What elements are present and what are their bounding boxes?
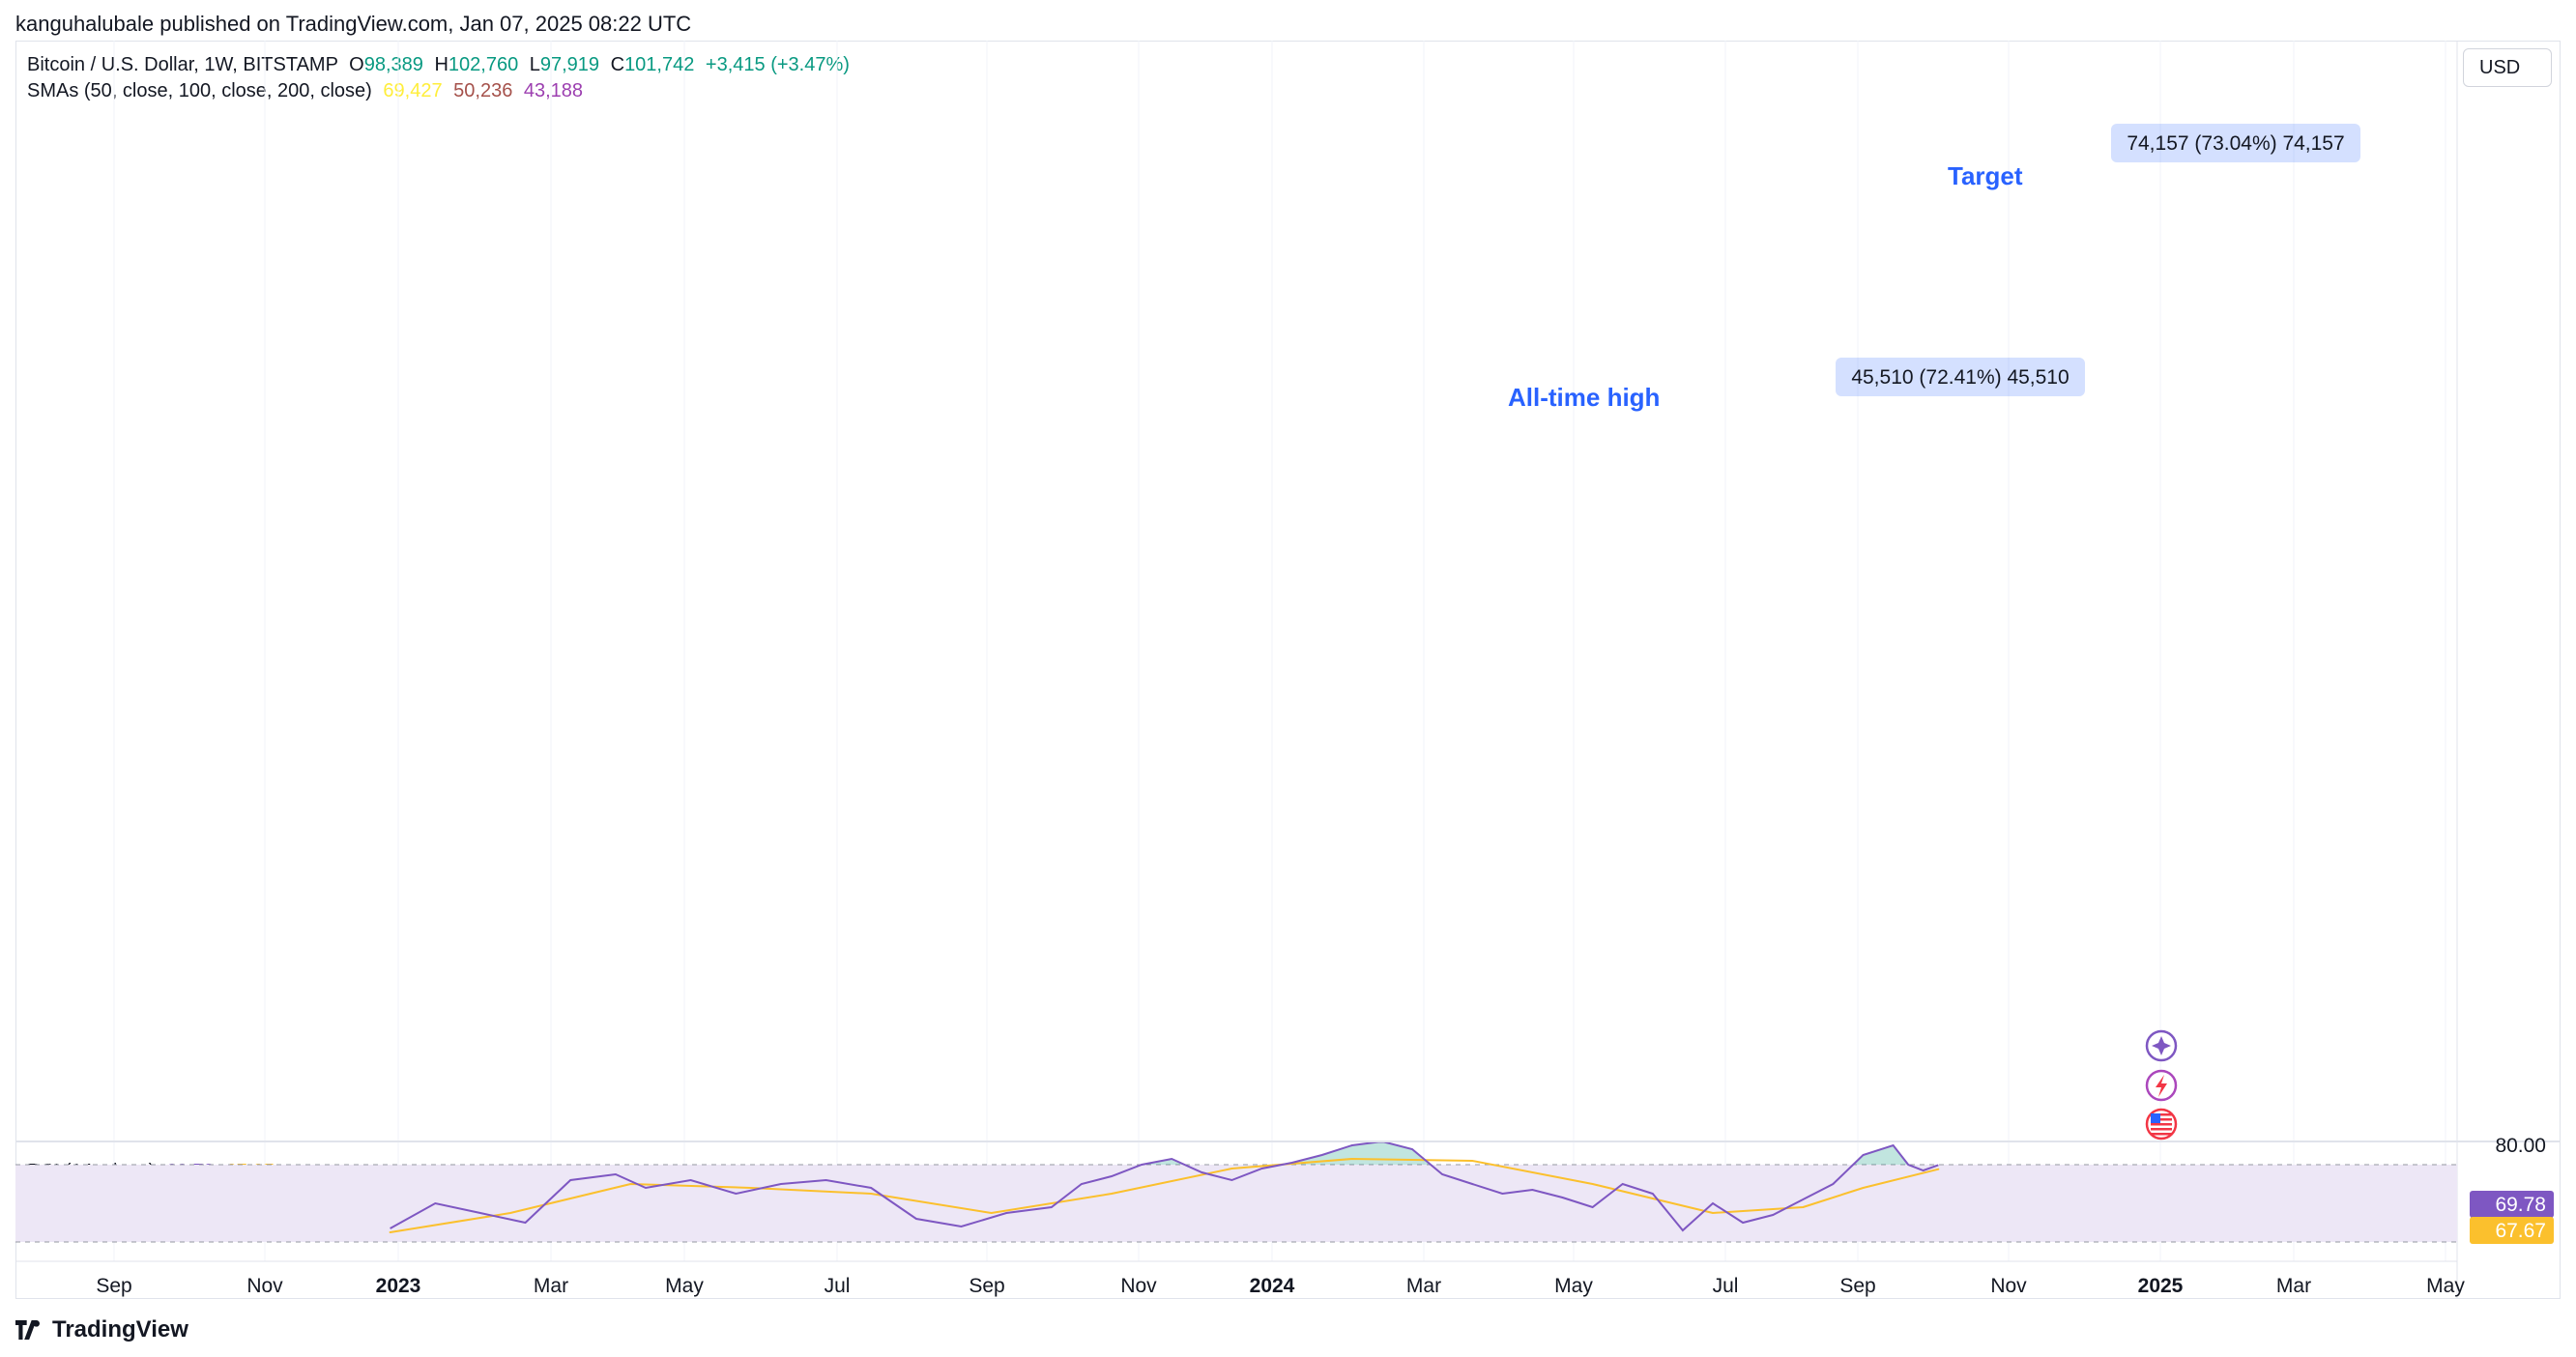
- change-value: +3,415 (+3.47%): [705, 54, 850, 75]
- measure-label-2-text: 74,157 (73.04%) 74,157: [2127, 132, 2344, 155]
- time-tick-label: Sep: [969, 1275, 1004, 1297]
- time-axis: Sep Nov 2023 Mar May Jul Sep Nov 2024 Mar May Jul Se…: [96, 1275, 2465, 1297]
- low-label: L: [529, 54, 540, 75]
- symbol-title: Bitcoin / U.S. Dollar, 1W, BITSTAMP: [27, 54, 338, 75]
- us-flag-icon: [2145, 1108, 2178, 1140]
- time-tick-label: May: [665, 1275, 704, 1297]
- sma200-value: 43,188: [523, 80, 584, 101]
- rsi-badge: [2470, 1217, 2554, 1244]
- sma100-value: 50,236: [453, 80, 513, 101]
- measure-label-2-bg: [2111, 124, 2360, 162]
- target-label: Target: [1948, 161, 2023, 190]
- rsi-plot: [15, 1142, 2457, 1243]
- ath-label: All-time high: [1508, 383, 1660, 412]
- tradingview-logo-icon: [15, 1320, 40, 1340]
- time-tick-label: Mar: [1406, 1275, 1441, 1297]
- rsi-badge-label: 69.78: [2495, 1194, 2546, 1216]
- time-tick-label: Nov: [1990, 1275, 2027, 1297]
- time-tick-label: Mar: [2276, 1275, 2311, 1297]
- time-tick-label: Sep: [96, 1275, 131, 1297]
- rsi-badge-label: 67.67: [2495, 1220, 2546, 1242]
- time-tick-label: May: [2426, 1275, 2465, 1297]
- lightning-icon-bolt: [2156, 1075, 2167, 1097]
- high-label: H: [434, 54, 449, 75]
- symbol-legend: Bitcoin / U.S. Dollar, 1W, BITSTAMP O98,…: [27, 54, 850, 76]
- time-tick-label: May: [1554, 1275, 1593, 1297]
- sparkle-icon: [2145, 1029, 2178, 1062]
- high-value: 102,760: [448, 54, 519, 75]
- time-tick-label: Mar: [534, 1275, 568, 1297]
- us-flag-icon-stripe: [2151, 1123, 2172, 1126]
- time-tick-label: 2025: [2138, 1275, 2184, 1297]
- us-flag-icon-stripe: [2151, 1118, 2172, 1121]
- us-flag-icon-stripe: [2151, 1133, 2172, 1136]
- open-value: 98,389: [363, 54, 423, 75]
- time-tick-label: 2023: [376, 1275, 421, 1297]
- us-flag-icon-canton: [2151, 1113, 2160, 1123]
- close-label: C: [610, 54, 625, 75]
- measure-label-1-bg: [1836, 358, 2085, 396]
- time-tick-label: Sep: [1839, 1275, 1875, 1297]
- us-flag-icon-stripe: [2151, 1113, 2172, 1116]
- grid-lines: [113, 41, 2446, 1261]
- time-tick-label: Jul: [1713, 1275, 1739, 1297]
- sparkle-icon-star: [2152, 1036, 2171, 1055]
- published-caption: kanguhalubale published on TradingView.c…: [15, 12, 692, 36]
- time-tick-label: 2024: [1250, 1275, 1295, 1297]
- time-tick-label: Nov: [1120, 1275, 1157, 1297]
- rsi-tick-label: 80.00: [2495, 1135, 2546, 1157]
- side-icons: [2145, 1029, 2178, 1140]
- time-tick-label: Jul: [825, 1275, 851, 1297]
- currency-button[interactable]: USD: [2463, 48, 2552, 87]
- time-tick-label: Nov: [246, 1275, 283, 1297]
- open-label: O: [349, 54, 364, 75]
- rsi-ma-line: [389, 1158, 1940, 1233]
- rsi-badge: [2470, 1191, 2554, 1218]
- rsi-band: [15, 1165, 2457, 1242]
- low-value: 97,919: [539, 54, 600, 75]
- rsi-line: [390, 1142, 1939, 1232]
- measure-label-1-text: 45,510 (72.41%) 45,510: [1851, 366, 2069, 389]
- brand-name: TradingView: [52, 1316, 188, 1343]
- close-value: 101,742: [624, 54, 695, 75]
- measure-label-2: 74,157 (73.04%) 74,157: [2111, 124, 2360, 162]
- measure-label-1: 45,510 (72.41%) 45,510: [1836, 358, 2085, 396]
- sma-label: SMAs (50, close, 100, close, 200, close): [27, 80, 372, 101]
- chart-frame[interactable]: [15, 41, 2561, 1299]
- footer-brand: TradingView: [15, 1316, 188, 1343]
- lightning-icon: [2145, 1069, 2178, 1102]
- us-flag-icon-stripe: [2151, 1128, 2172, 1131]
